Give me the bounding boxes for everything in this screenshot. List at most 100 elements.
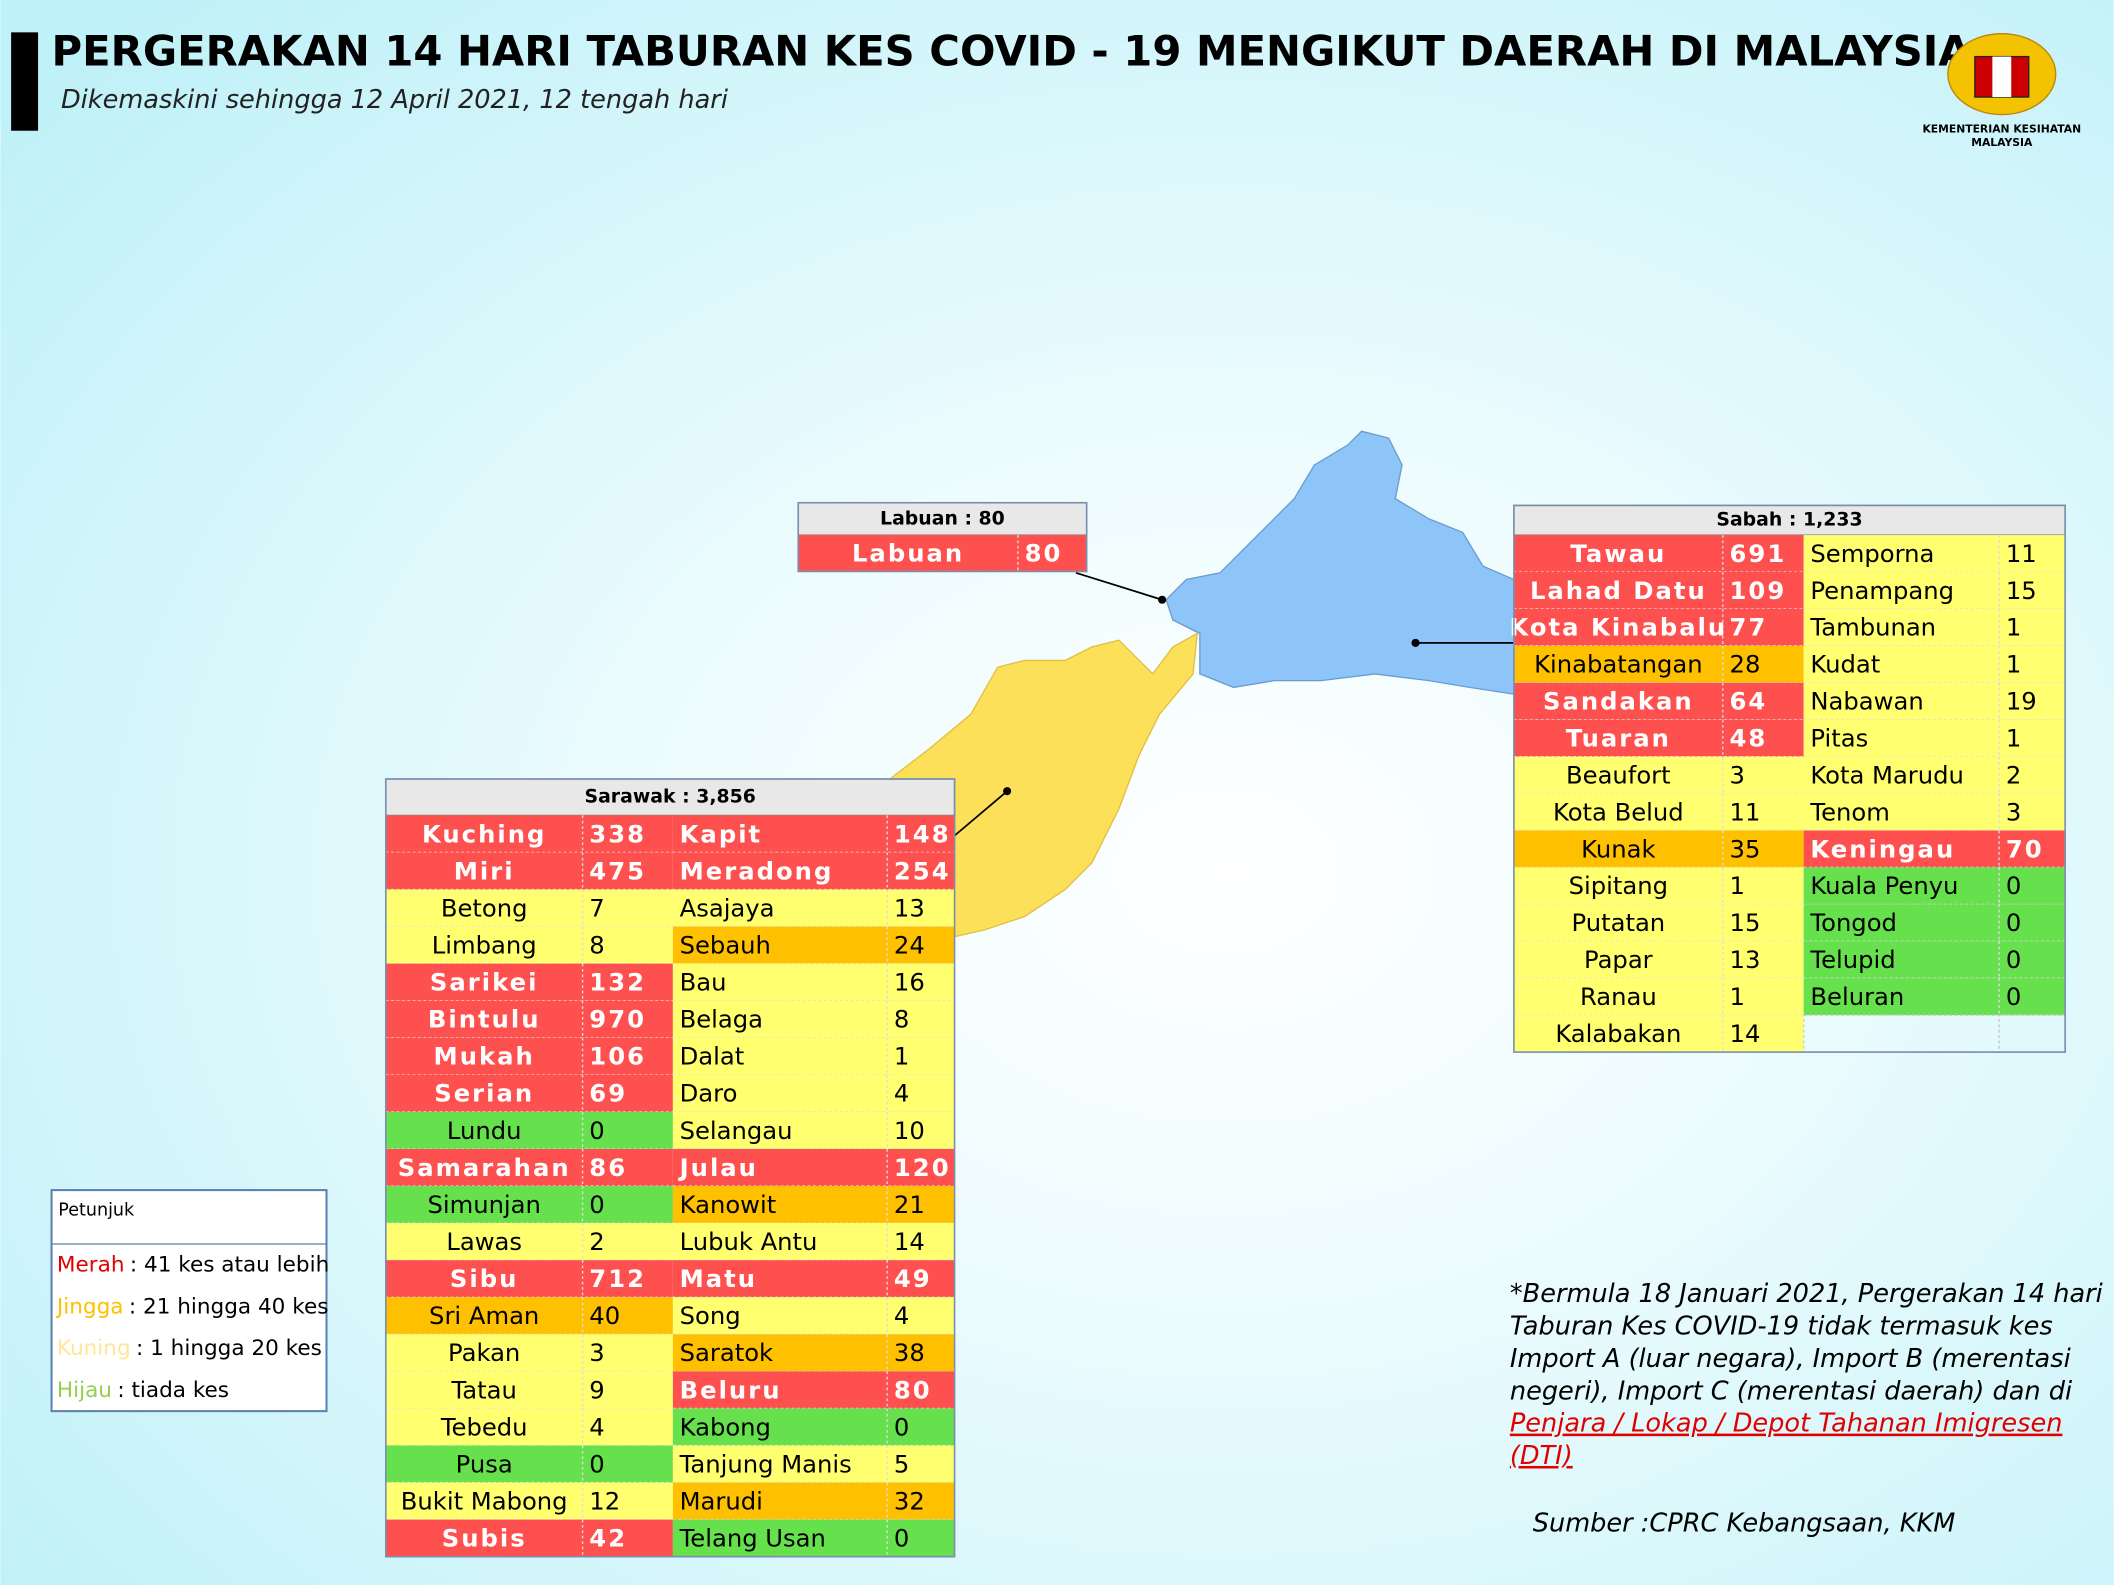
- district-name: Julau: [678, 1153, 758, 1182]
- cell: [672, 1223, 955, 1261]
- cell: [672, 1037, 955, 1075]
- case-count: 712: [589, 1264, 646, 1293]
- case-count: 42: [589, 1524, 627, 1553]
- district-name: Sibu: [450, 1264, 519, 1293]
- cell: [385, 1260, 673, 1298]
- cell: [385, 1482, 673, 1520]
- case-count: 32: [894, 1486, 925, 1515]
- logo: KEMENTERIAN KESIHATAN MALAYSIA: [1922, 33, 2081, 149]
- cell: [1513, 719, 1804, 757]
- district-name: Tanjung Manis: [679, 1449, 852, 1478]
- note-link: (DTI): [1510, 1441, 1573, 1471]
- cell: [1513, 793, 1804, 831]
- cell: [672, 1111, 955, 1149]
- case-count: 16: [894, 968, 925, 997]
- district-name: Serian: [434, 1079, 534, 1108]
- case-count: 1: [1730, 871, 1745, 900]
- cell: [1513, 978, 1804, 1016]
- case-count: 15: [2006, 576, 2037, 605]
- cell: [385, 1074, 673, 1112]
- case-count: 2: [589, 1227, 604, 1256]
- case-count: 0: [2006, 908, 2021, 937]
- title: PERGERAKAN 14 HARI TABURAN KES COVID - 1…: [52, 26, 1972, 75]
- case-count: 70: [2006, 834, 2044, 863]
- district-name: Song: [680, 1301, 741, 1330]
- cell: [1803, 793, 2066, 831]
- district-name: Kinabatangan: [1534, 650, 1702, 679]
- case-count: 10: [894, 1116, 925, 1145]
- district-name: Kalabakan: [1555, 1019, 1681, 1048]
- case-count: 24: [894, 930, 925, 959]
- case-count: 3: [1730, 760, 1745, 789]
- case-count: 8: [894, 1005, 909, 1034]
- case-count: 48: [1730, 724, 1768, 753]
- legend-item: Merah: 41 kes atau lebih: [57, 1253, 329, 1278]
- case-count: 4: [894, 1079, 909, 1108]
- district-name: Selangau: [680, 1116, 793, 1145]
- case-count: 0: [589, 1190, 604, 1219]
- legend: Petunjuk Merah: 41 kes atau lebihJingga:…: [50, 1189, 329, 1413]
- cell: [672, 889, 955, 927]
- district-name: Saratok: [680, 1338, 773, 1367]
- district-name: Kota Belud: [1553, 797, 1684, 826]
- case-count: 64: [1730, 687, 1768, 716]
- case-count: 0: [894, 1412, 909, 1441]
- cell: [385, 1445, 673, 1483]
- table-border: [1513, 504, 2066, 1053]
- cell: [385, 815, 673, 853]
- case-count: 80: [1025, 539, 1063, 568]
- cell: [1803, 719, 2066, 757]
- case-count: 38: [894, 1338, 925, 1367]
- case-count: 28: [1730, 650, 1761, 679]
- table-title: Labuan : 80: [880, 507, 1005, 529]
- cell: [1803, 978, 2066, 1016]
- district-name: Kabong: [680, 1412, 771, 1441]
- case-count: 0: [2006, 871, 2021, 900]
- table-border: [384, 778, 956, 1558]
- cell: [1803, 535, 2066, 573]
- case-count: 0: [2006, 982, 2021, 1011]
- district-name: Sipitang: [1569, 871, 1668, 900]
- district-name: Lawas: [446, 1227, 522, 1256]
- case-count: 11: [1730, 797, 1761, 826]
- cell: [1803, 572, 2066, 609]
- case-count: 21: [894, 1190, 925, 1219]
- district-name: Matu: [680, 1264, 757, 1293]
- cell: [1513, 608, 1804, 646]
- case-count: 80: [894, 1375, 932, 1404]
- note-link: Penjara / Lokap / Depot Tahanan Imigrese…: [1510, 1409, 2063, 1439]
- case-count: 0: [589, 1116, 604, 1145]
- note-line: *Bermula 18 Januari 2021, Pergerakan 14 …: [1510, 1279, 2103, 1309]
- district-name: Simunjan: [427, 1190, 540, 1219]
- district-name: Telang Usan: [679, 1524, 826, 1553]
- district-name: Tongod: [1809, 908, 1897, 937]
- case-count: 8: [589, 930, 604, 959]
- case-count: 13: [894, 893, 925, 922]
- district-name: Tenom: [1809, 797, 1889, 826]
- table-header: [797, 502, 1088, 536]
- district-name: Penampang: [1810, 576, 1954, 605]
- cell: [1513, 830, 1804, 868]
- district-name: Tawau: [1570, 539, 1666, 568]
- cell: [672, 852, 955, 890]
- cell: [385, 1334, 673, 1372]
- cell: [672, 1186, 955, 1224]
- case-count: 11: [2006, 539, 2037, 568]
- cell: [1803, 756, 2066, 794]
- note: *Bermula 18 Januari 2021, Pergerakan 14 …: [1510, 1279, 2103, 1471]
- case-count: 9: [589, 1375, 604, 1404]
- case-count: 1: [2006, 724, 2021, 753]
- case-count: 3: [589, 1338, 604, 1367]
- cell: [672, 1445, 955, 1483]
- district-name: Sarikei: [430, 968, 539, 997]
- legend-term: Jingga: [55, 1294, 124, 1319]
- case-count: 12: [589, 1486, 620, 1515]
- cell: [385, 1408, 673, 1446]
- district-name: Tambunan: [1809, 613, 1936, 642]
- cell: [1803, 830, 2066, 868]
- cell: [672, 963, 955, 1001]
- cell: [385, 926, 673, 964]
- cell: [385, 1297, 673, 1335]
- cell: [1513, 535, 1804, 573]
- district-name: Kuching: [422, 819, 546, 848]
